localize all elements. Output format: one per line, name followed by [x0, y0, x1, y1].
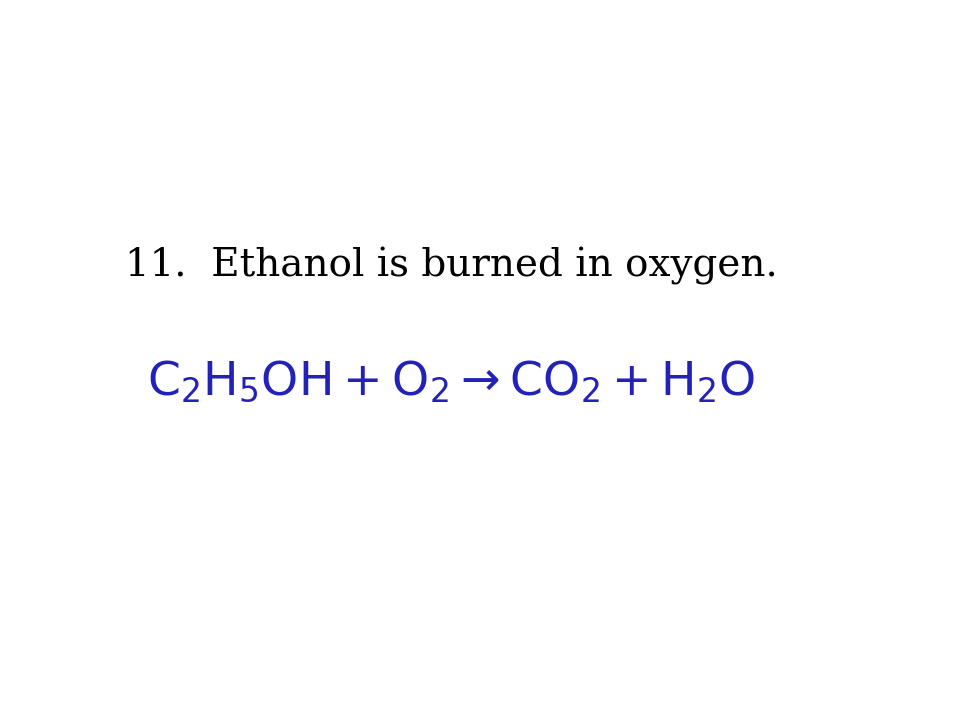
Text: 11.  Ethanol is burned in oxygen.: 11. Ethanol is burned in oxygen. [125, 248, 778, 285]
Text: $\mathregular{C_2H_5OH + O_2 \rightarrow CO_2 + H_2O}$: $\mathregular{C_2H_5OH + O_2 \rightarrow… [147, 359, 756, 405]
